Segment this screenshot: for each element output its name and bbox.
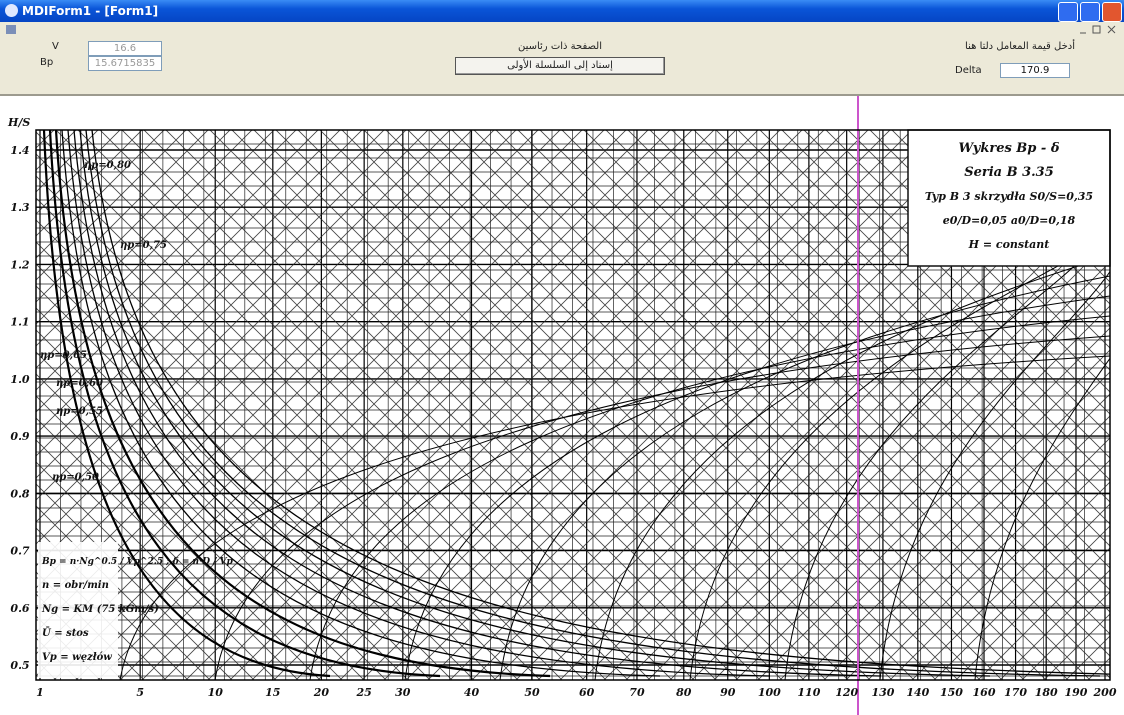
close-button[interactable] [1102, 2, 1122, 22]
x-tick-label: 50 [524, 686, 540, 699]
x-tick-label: 130 [871, 686, 894, 699]
legend-line: Wykres Bp - δ [958, 141, 1059, 156]
x-tick-label: 140 [906, 686, 929, 699]
x-tick-label: 10 [208, 686, 224, 699]
formula-line: n = obr/min [42, 580, 109, 591]
x-tick-label: 90 [720, 686, 736, 699]
child-restore[interactable] [1093, 26, 1100, 33]
v-textbox[interactable]: 16.6 [88, 41, 162, 56]
y-tick-label: 1.4 [10, 144, 29, 157]
y-tick-label: 0.7 [10, 545, 29, 558]
efficiency-label: ηp=0,55 [56, 406, 103, 417]
efficiency-label: ηp=0,60 [56, 378, 103, 389]
x-tick-label: 160 [973, 686, 996, 699]
toolbar-panel: V Bp 16.6 15.6715835 الصفحة ذات رئاسين إ… [0, 38, 1124, 96]
screen: {"window": {"title": "MDIForm1 - [Form1]… [0, 0, 1124, 715]
delta-prompt: أدخل قيمة المعامل دلتا هنا [880, 41, 1075, 52]
bp-textbox[interactable]: 15.6715835 [88, 56, 162, 71]
x-tick-label: 180 [1035, 686, 1058, 699]
x-tick-label: 170 [1004, 686, 1027, 699]
efficiency-label: ηp=0,75 [120, 240, 167, 251]
y-tick-label: 1.2 [10, 258, 29, 271]
minimize-button[interactable] [1058, 2, 1078, 22]
y-tick-label: 1.0 [10, 373, 29, 386]
x-tick-label: 40 [464, 686, 480, 699]
maximize-button[interactable] [1080, 2, 1100, 22]
legend-line: Seria B 3.35 [964, 165, 1054, 180]
x-tick-label: 15 [265, 686, 280, 699]
bp-label: Bp [40, 57, 53, 68]
x-tick-label: 5 [136, 686, 144, 699]
y-tick-label: 1.1 [10, 316, 29, 329]
efficiency-label: ηp=0,80 [84, 160, 131, 171]
menu-icons [0, 22, 1124, 38]
child-close[interactable] [1108, 26, 1115, 33]
x-tick-label: 80 [676, 686, 692, 699]
x-tick-label: 1 [36, 686, 44, 699]
y-tick-label: 0.5 [10, 659, 29, 672]
formula-line: Vp = węzłów [42, 652, 112, 663]
x-tick-label: 150 [940, 686, 963, 699]
legend-line: H = constant [968, 238, 1050, 251]
x-tick-label: 110 [797, 686, 820, 699]
formula-line: Ū = stos [42, 627, 89, 639]
formula-line: Ng = KM (75 kGm/s) [41, 604, 159, 615]
x-tick-label: 60 [579, 686, 595, 699]
app-icon [5, 4, 18, 17]
x-tick-label: 70 [629, 686, 645, 699]
x-tick-label: 30 [395, 686, 411, 699]
efficiency-label: ηp=0,50 [52, 472, 99, 483]
series-button[interactable]: إسناد إلى السلسلة الأولى [455, 57, 665, 75]
efficiency-label: ηp=0,65 [40, 350, 87, 361]
window-title: MDIForm1 - [Form1] [22, 4, 158, 18]
y-tick-label: 0.8 [10, 487, 29, 500]
y-tick-label: 1.3 [10, 201, 29, 214]
x-tick-label: 25 [355, 686, 371, 699]
x-tick-label: 190 [1064, 686, 1087, 699]
delta-label: Delta [955, 65, 982, 76]
center-label: الصفحة ذات رئاسين [455, 41, 665, 52]
x-tick-label: 20 [313, 686, 330, 699]
x-tick-label: 200 [1093, 686, 1117, 699]
v-label: V [52, 41, 59, 52]
x-tick-label: 100 [758, 686, 781, 699]
delta-textbox[interactable]: 170.9 [1000, 63, 1070, 78]
y-tick-label: 0.6 [10, 602, 29, 615]
child-icon[interactable] [6, 25, 16, 34]
menu-bar [0, 22, 1124, 39]
x-tick-label: 120 [835, 686, 858, 699]
legend-line: Typ B 3 skrzydła S0/S=0,35 [925, 190, 1093, 203]
y-tick-label: 0.9 [10, 430, 29, 443]
y-axis-label: H/S [7, 116, 30, 129]
legend-line: e0/D=0,05 a0/D=0,18 [943, 214, 1076, 227]
title-bar: MDIForm1 - [Form1] [0, 0, 1124, 22]
formula-line: Bp = n·Ng^0.5 / Vp^2.5 ; δ = n·D / Vp [41, 557, 234, 567]
